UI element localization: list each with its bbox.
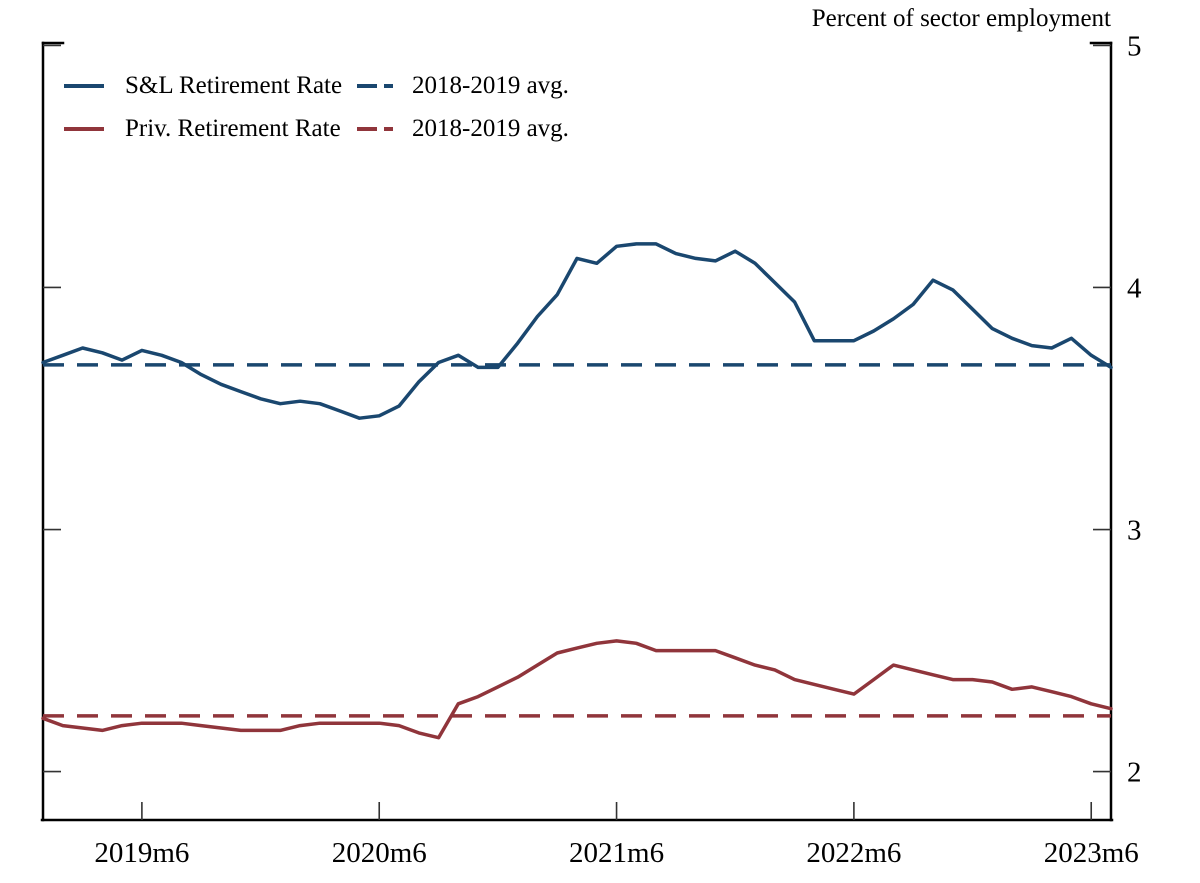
- x-tick-label: 2023m6: [1044, 837, 1139, 869]
- y-tick-label: 2: [1127, 757, 1142, 789]
- legend-row-sl: S&L Retirement Rate 2018-2019 avg.: [64, 64, 569, 107]
- unit-title: Percent of sector employment: [811, 5, 1111, 32]
- series-line: [41, 242, 1113, 420]
- sl-solid-line-swatch: [64, 83, 104, 88]
- x-tick-label: 2022m6: [806, 837, 901, 869]
- priv-solid-line-swatch: [64, 126, 104, 131]
- x-tick-label: 2019m6: [94, 837, 189, 869]
- series-line: [41, 639, 1113, 740]
- sl-avg-label: 2018-2019 avg.: [412, 72, 569, 99]
- legend: S&L Retirement Rate 2018-2019 avg. Priv.…: [64, 64, 569, 150]
- priv-dashed-line-swatch: [357, 126, 393, 131]
- y-tick-label: 5: [1127, 30, 1142, 62]
- sl-series-label: S&L Retirement Rate: [125, 72, 343, 99]
- x-tick-label: 2021m6: [569, 837, 664, 869]
- priv-avg-label: 2018-2019 avg.: [412, 115, 569, 142]
- sl-dashed-line-swatch: [357, 83, 393, 88]
- axes: [40, 41, 1114, 822]
- y-tick-label: 4: [1127, 272, 1142, 304]
- legend-row-priv: Priv. Retirement Rate 2018-2019 avg.: [64, 107, 569, 150]
- priv-series-label: Priv. Retirement Rate: [125, 115, 341, 142]
- x-tick-label: 2020m6: [332, 837, 427, 869]
- y-tick-label: 3: [1127, 515, 1142, 547]
- tick-marks: [43, 44, 1111, 820]
